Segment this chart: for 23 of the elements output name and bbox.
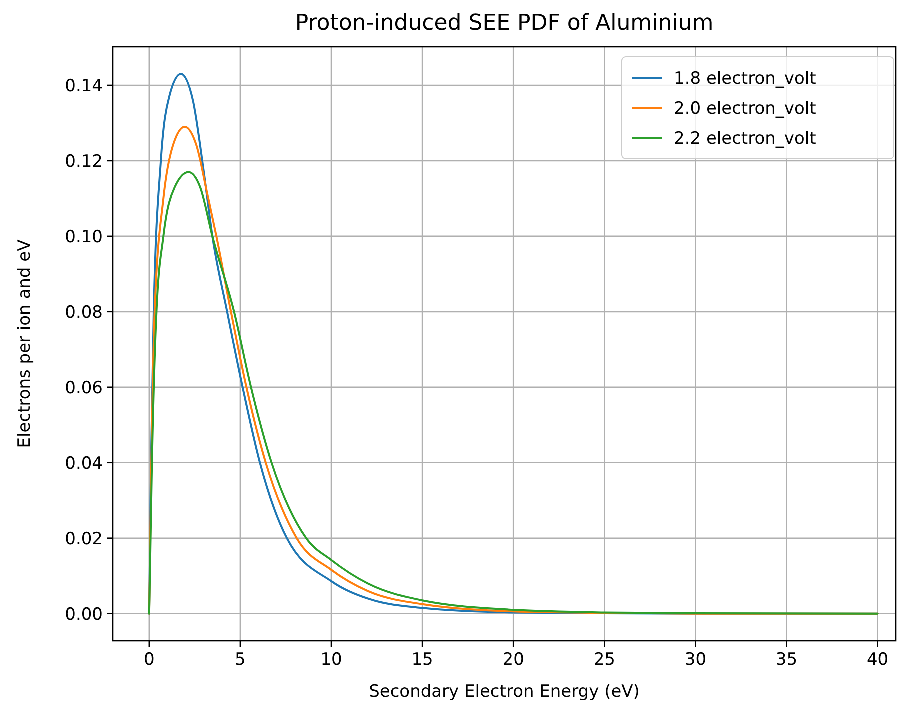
x-tick-label: 0	[144, 650, 155, 670]
x-tick-label: 5	[235, 650, 246, 670]
chart-title: Proton-induced SEE PDF of Aluminium	[295, 11, 714, 36]
x-tick-label: 30	[684, 650, 707, 670]
x-axis-title: Secondary Electron Energy (eV)	[369, 682, 640, 702]
legend-label: 1.8 electron_volt	[674, 69, 817, 89]
y-tick-label: 0.04	[65, 454, 103, 474]
legend-label: 2.2 electron_volt	[674, 129, 817, 149]
y-tick-label: 0.10	[65, 227, 103, 248]
y-tick-label: 0.06	[65, 378, 103, 398]
x-tick-label: 15	[412, 650, 434, 670]
x-tick-label: 40	[866, 650, 889, 670]
x-tick-label: 35	[776, 650, 798, 670]
y-tick-label: 0.02	[65, 529, 103, 550]
y-tick-label: 0.14	[65, 76, 103, 96]
legend-label: 2.0 electron_volt	[674, 99, 817, 119]
y-tick-label: 0.08	[65, 302, 103, 323]
y-tick-label: 0.00	[65, 604, 103, 625]
x-tick-label: 20	[502, 650, 524, 670]
y-tick-label: 0.12	[65, 152, 103, 172]
x-tick-label: 25	[594, 650, 616, 670]
y-axis-title: Electrons per ion and eV	[15, 239, 35, 448]
x-tick-label: 10	[320, 650, 342, 670]
